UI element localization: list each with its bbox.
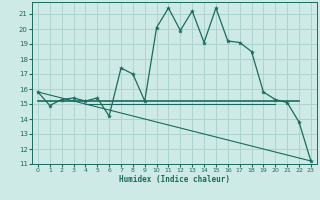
X-axis label: Humidex (Indice chaleur): Humidex (Indice chaleur)	[119, 175, 230, 184]
